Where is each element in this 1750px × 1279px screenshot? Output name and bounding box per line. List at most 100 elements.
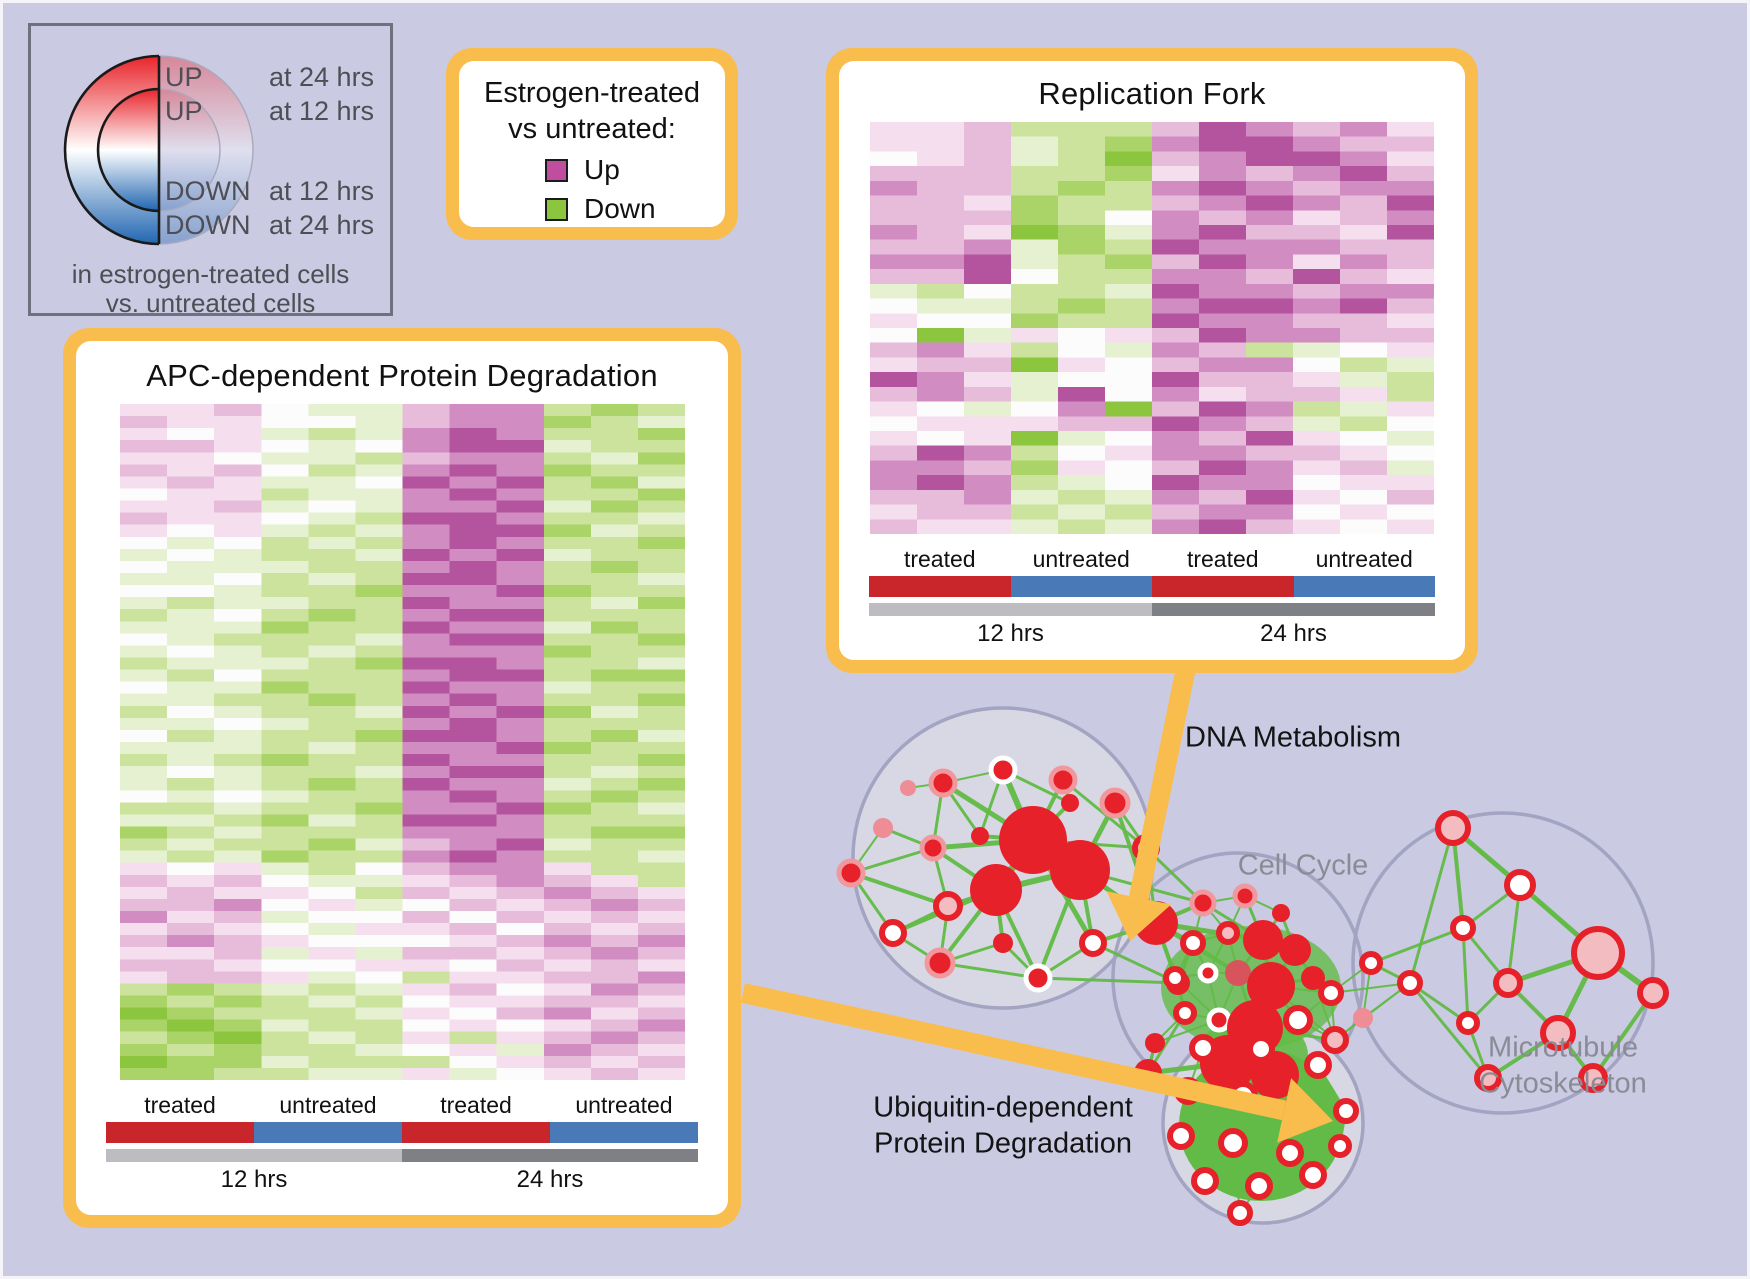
heatmap-cell [543, 621, 591, 634]
network-node [1504, 869, 1536, 901]
heatmap-cell [449, 742, 497, 755]
heatmap-cell [1105, 445, 1153, 461]
heatmap-cell [402, 585, 450, 598]
cond-label: treated [144, 1092, 216, 1118]
heatmap-cell [1152, 210, 1200, 226]
heatmap-cell [964, 180, 1012, 197]
heatmap-cell [260, 645, 309, 658]
heatmap-cell [543, 850, 591, 864]
heatmap-cell [449, 923, 497, 936]
color-legend-panel: Estrogen-treated vs untreated: Up Down [446, 48, 738, 240]
heatmap-cell [1293, 269, 1341, 285]
network-node [1328, 1134, 1352, 1158]
time-label-24hrs: 24 hrs [1260, 620, 1327, 647]
heatmap-cell [543, 1067, 591, 1080]
heatmap-cell [870, 460, 918, 476]
heatmap-cell [1293, 195, 1341, 211]
heatmap-cell [260, 705, 309, 719]
heatmap-cell [1105, 166, 1153, 182]
heatmap-cell [307, 609, 356, 622]
time-bar-12hrs [869, 603, 1152, 616]
apc-condition-labels: treated untreated treated untreated [106, 1092, 698, 1119]
heatmap-cell [213, 959, 262, 972]
heatmap-cell [213, 778, 262, 791]
heatmap-cell [354, 705, 403, 719]
heatmap-cell [449, 874, 497, 888]
heatmap-cell [449, 826, 497, 840]
heatmap-cell [496, 524, 544, 538]
heatmap-cell [402, 838, 450, 852]
flow-arrow-shaft [1129, 655, 1198, 900]
heatmap-cell [496, 512, 544, 526]
heatmap-cell [119, 1007, 168, 1021]
heatmap-cell [119, 911, 168, 924]
heatmap-cell [1152, 386, 1200, 403]
heatmap-cell [1293, 416, 1341, 432]
heatmap-cell [1293, 166, 1341, 182]
heatmap-cell [1340, 225, 1388, 241]
heatmap-cell [1246, 386, 1294, 403]
network-node [1247, 1035, 1275, 1063]
heatmap-cell [166, 1031, 215, 1045]
heatmap-cell [1011, 342, 1059, 358]
heatmap-cell [402, 404, 450, 417]
heatmap-cell [1011, 431, 1059, 447]
heatmap-cell [870, 122, 918, 138]
network-node [1359, 951, 1383, 975]
heatmap-cell [449, 971, 497, 984]
heatmap-cell [213, 826, 262, 840]
heatmap-cell [307, 1019, 356, 1033]
heatmap-cell [1387, 342, 1434, 358]
heatmap-cell [1058, 431, 1106, 447]
heatmap-cell [354, 802, 403, 815]
heatmap-cell [1199, 239, 1247, 255]
heatmap-cell [1105, 225, 1153, 241]
heatmap-cell [1058, 180, 1106, 197]
heatmap-cell [1246, 166, 1294, 182]
heatmap-cell [119, 476, 168, 489]
heatmap-cell [354, 488, 403, 502]
heatmap-cell [213, 548, 262, 562]
heatmap-cell [1246, 195, 1294, 211]
heatmap-cell [449, 488, 497, 502]
heatmap-cell [1293, 136, 1341, 152]
heatmap-cell [496, 609, 544, 622]
heatmap-cell [1293, 283, 1341, 300]
heatmap-cell [307, 1055, 356, 1069]
heatmap-cell [543, 669, 591, 683]
heatmap-cell [496, 536, 544, 550]
heatmap-cell [354, 1043, 403, 1057]
heatmap-cell [260, 850, 309, 864]
heatmap-cell [496, 488, 544, 502]
heatmap-cell [307, 669, 356, 683]
network-edge [939, 961, 1039, 980]
heatmap-cell [637, 464, 685, 477]
heatmap-cell [449, 995, 497, 1009]
heatmap-cell [917, 372, 965, 388]
heatmap-cell [543, 826, 591, 840]
heatmap-cell [496, 911, 544, 924]
cluster-label-ubiquitin-line1: Ubiquitin-dependent [873, 1091, 1133, 1124]
heatmap-cell [1105, 401, 1153, 417]
heatmap-cell [637, 585, 685, 598]
network-node [1333, 1098, 1359, 1124]
heatmap-cell [496, 1067, 544, 1080]
heatmap-cell [449, 609, 497, 622]
heatmap-cell [402, 669, 450, 683]
heatmap-cell [260, 585, 309, 598]
heatmap-cell [166, 585, 215, 598]
heatmap-cell [402, 814, 450, 827]
heatmap-cell [1011, 225, 1059, 241]
heatmap-cell [496, 464, 544, 477]
heatmap-cell [1293, 122, 1341, 138]
heatmap-cell [543, 874, 591, 888]
heatmap-cell [1340, 460, 1388, 476]
heatmap-cell [1340, 504, 1388, 520]
heatmap-cell [1340, 372, 1388, 388]
heatmap-cell [590, 536, 638, 550]
heatmap-cell [1199, 298, 1247, 314]
heatmap-cell [637, 959, 685, 972]
heatmap-cell [496, 898, 544, 912]
heatmap-cell [637, 548, 685, 562]
heatmap-cell [449, 452, 497, 465]
